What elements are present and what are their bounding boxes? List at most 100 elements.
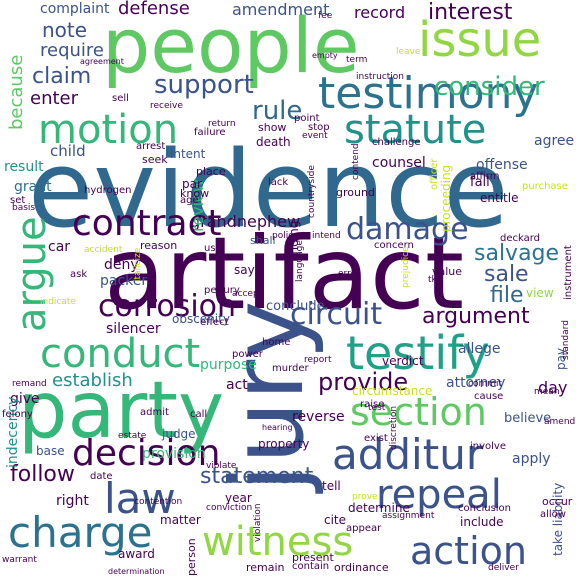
- word: affirm: [470, 171, 500, 182]
- word: artifact: [104, 215, 465, 332]
- word: officer: [429, 158, 440, 190]
- word: believe: [504, 411, 552, 426]
- word: sell: [112, 93, 129, 104]
- word: provide: [318, 368, 409, 396]
- word: lack: [268, 177, 289, 188]
- word: amend: [544, 417, 576, 427]
- word: indecency: [5, 396, 21, 468]
- word: repeal: [376, 472, 502, 518]
- word: shall: [250, 234, 276, 247]
- word: provision: [142, 446, 206, 462]
- word: perjury: [204, 285, 240, 296]
- word: proceeding: [439, 164, 453, 232]
- word: claim: [32, 64, 92, 89]
- word: use: [204, 243, 222, 254]
- word: assignment: [382, 511, 435, 521]
- word: commit: [468, 379, 503, 389]
- word: corrosion: [98, 289, 237, 324]
- word: person: [185, 538, 198, 576]
- word: leave: [396, 47, 421, 57]
- word: point: [294, 113, 320, 124]
- word: note: [42, 18, 88, 42]
- word: allege: [458, 341, 501, 357]
- word: because: [6, 54, 27, 130]
- word: death: [256, 135, 291, 149]
- word: record: [354, 3, 406, 22]
- word: determine: [348, 501, 410, 515]
- word: follow: [10, 462, 75, 487]
- word: report: [304, 355, 332, 365]
- word: damage: [346, 212, 469, 247]
- word: intent: [170, 147, 206, 161]
- word: test: [368, 403, 386, 413]
- word: purpose: [200, 357, 257, 373]
- word: cite: [324, 513, 347, 527]
- word: error: [338, 269, 360, 279]
- word: judge: [162, 427, 196, 441]
- word: place: [196, 165, 226, 178]
- word: day: [538, 378, 568, 397]
- word: power: [232, 349, 263, 360]
- word: agree: [534, 133, 575, 149]
- word: conclusion: [458, 503, 512, 514]
- word: argument: [422, 304, 530, 329]
- word: accept: [232, 289, 263, 299]
- word: grandnephew: [190, 212, 301, 231]
- word: consider: [434, 72, 545, 102]
- word: deckard: [500, 233, 541, 244]
- word: contract: [72, 203, 222, 244]
- word: date: [90, 471, 113, 482]
- word: know: [180, 187, 210, 200]
- word: entitle: [480, 191, 519, 205]
- word: felony: [2, 409, 33, 420]
- word: property: [258, 437, 310, 451]
- word: admit: [140, 407, 169, 418]
- word: establish: [52, 370, 133, 391]
- word: failure: [194, 127, 226, 138]
- word: file: [490, 283, 524, 308]
- word: rule: [252, 96, 303, 126]
- word: estate: [118, 431, 147, 441]
- word: circuit: [290, 297, 383, 332]
- word: language: [295, 240, 305, 282]
- word: discretion: [389, 405, 399, 450]
- word: sale: [484, 262, 529, 287]
- word: police: [272, 231, 299, 241]
- word: additur: [332, 430, 484, 479]
- word: testify: [346, 326, 490, 380]
- word: murder: [272, 363, 309, 374]
- word: reverse: [292, 409, 345, 425]
- word: standard: [561, 320, 571, 360]
- word: child: [50, 142, 86, 160]
- word: circumstance: [352, 384, 433, 398]
- word: countryside: [307, 165, 317, 218]
- word: present: [292, 551, 334, 564]
- word: exist: [364, 433, 388, 444]
- word: section: [350, 390, 487, 434]
- word: base: [36, 444, 65, 458]
- word: ordinance: [334, 561, 389, 574]
- word: award: [118, 547, 155, 561]
- word: raise: [360, 399, 385, 410]
- word: deliver: [488, 563, 519, 573]
- word: car: [48, 239, 71, 255]
- word: offense: [476, 157, 528, 173]
- word: challenge: [372, 137, 421, 148]
- word: result: [4, 159, 44, 175]
- word: attorney: [446, 375, 506, 391]
- word: support: [154, 70, 254, 100]
- word: set: [10, 195, 26, 206]
- word: people: [102, 1, 360, 90]
- word: tke: [428, 275, 442, 285]
- word: evidence: [28, 128, 509, 251]
- word: italicize: [133, 247, 143, 282]
- word: basis: [12, 203, 36, 213]
- word: apply: [512, 451, 551, 467]
- word: testimony: [318, 68, 539, 119]
- word: year: [225, 491, 252, 505]
- word: fee: [318, 11, 333, 21]
- word: stop: [308, 122, 330, 133]
- word: tell: [322, 479, 341, 493]
- word: view: [526, 286, 554, 300]
